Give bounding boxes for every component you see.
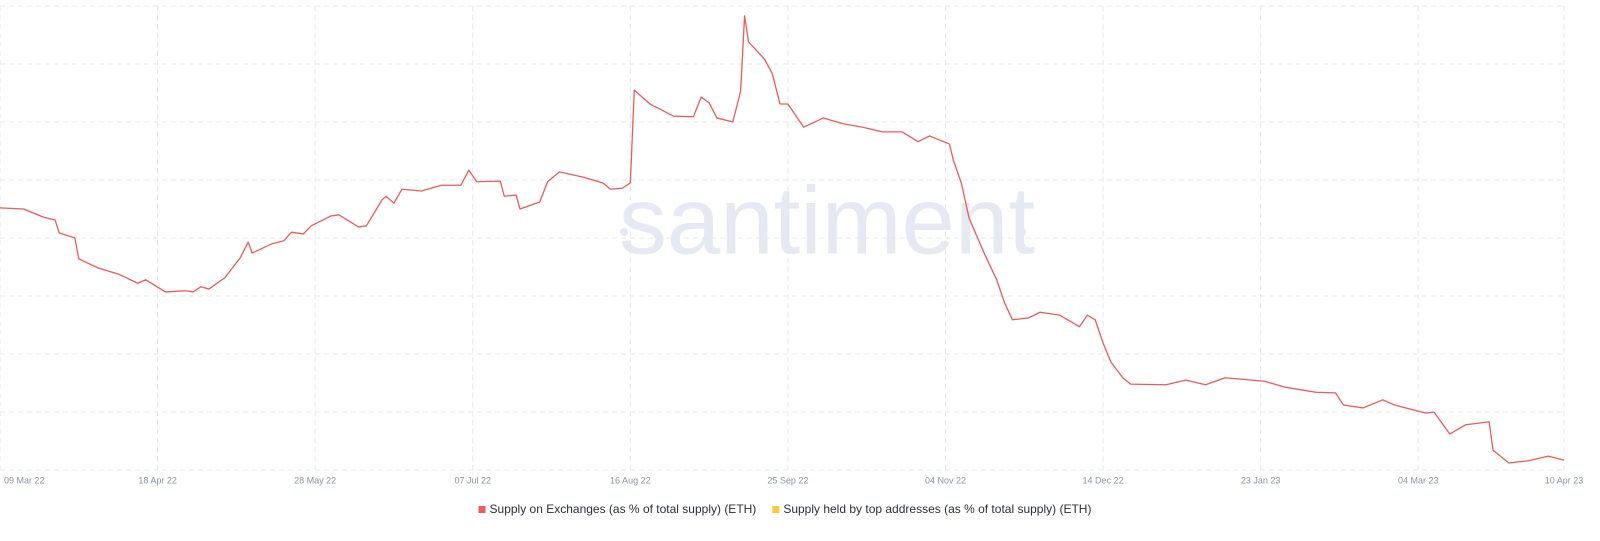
x-tick-label: 10 Apr 23 [1545, 475, 1584, 485]
line-series [0, 15, 1565, 464]
legend-swatch [478, 506, 486, 513]
x-tick-label: 07 Jul 22 [454, 475, 491, 485]
legend-swatch [772, 506, 780, 513]
watermark-dot [1018, 228, 1026, 236]
x-tick-label: 18 Apr 22 [138, 475, 177, 485]
watermark: santiment [619, 167, 1035, 274]
x-tick-label: 09 Mar 22 [4, 475, 45, 485]
x-tick-label: 28 May 22 [294, 475, 336, 485]
legend-label: Supply held by top addresses (as % of to… [783, 502, 1091, 516]
x-tick-label: 25 Sep 22 [767, 475, 808, 485]
x-tick-label: 04 Mar 23 [1398, 475, 1439, 485]
legend-label: Supply on Exchanges (as % of total suppl… [490, 502, 757, 516]
x-tick-label: 14 Dec 22 [1083, 475, 1124, 485]
x-tick-label: 16 Aug 22 [610, 475, 651, 485]
x-tick-label: 04 Nov 22 [925, 475, 966, 485]
x-tick-label: 23 Jan 23 [1241, 475, 1281, 485]
watermark-dot [620, 228, 628, 236]
